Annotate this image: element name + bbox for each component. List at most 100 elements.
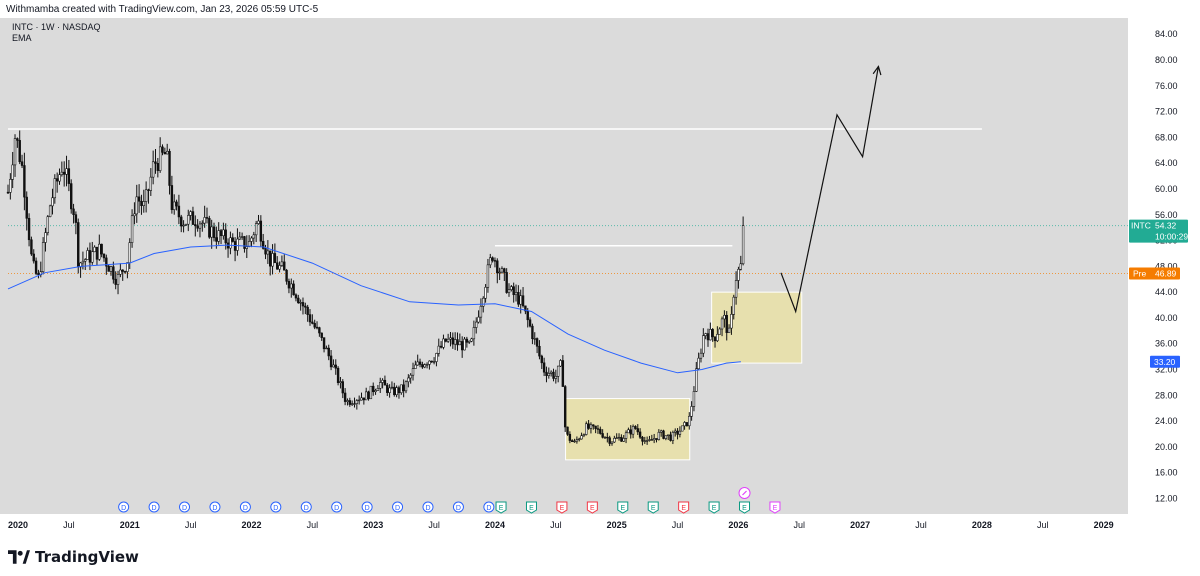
candle-body [578, 438, 581, 441]
tradingview-logo[interactable]: TradingView [8, 548, 139, 566]
candle-body [112, 266, 115, 280]
dividend-marker [422, 501, 434, 513]
pre-market-label [1129, 267, 1180, 280]
dividend-marker-label: D [395, 505, 400, 512]
candle-body [175, 201, 178, 207]
candle-body [196, 225, 199, 229]
candle-body [215, 237, 218, 242]
candle-body [180, 216, 183, 227]
dividend-marker [361, 501, 373, 513]
candle-body [540, 355, 543, 364]
candle-body [507, 289, 511, 293]
candle-body [517, 292, 520, 305]
earnings-marker [708, 501, 720, 514]
candle-body [589, 424, 593, 429]
candle-body [285, 269, 288, 282]
earnings-marker-label: E [499, 505, 504, 512]
candle-body [446, 338, 450, 342]
y-tick-label: 48.00 [1155, 261, 1178, 271]
candle-body [545, 371, 548, 376]
dividend-marker-label: D [334, 505, 339, 512]
candle-body [503, 268, 506, 273]
candle-body [643, 440, 646, 442]
earnings-marker [556, 501, 568, 514]
candle-body [133, 213, 136, 217]
dividend-marker-label: D [121, 505, 126, 512]
candle-body [334, 364, 337, 369]
earnings-marker-label: E [651, 505, 656, 512]
candle-body [280, 261, 284, 266]
candle-body [65, 168, 68, 175]
candle-body [732, 296, 735, 315]
dividend-marker-label: D [456, 505, 461, 512]
candle-body [53, 178, 57, 199]
candle-body [552, 371, 555, 379]
candle-body [739, 263, 742, 270]
candle-body [292, 283, 295, 296]
candle-body [634, 426, 637, 429]
candle-body [688, 415, 691, 427]
y-tick-label: 76.00 [1155, 81, 1178, 91]
candle-body [683, 422, 686, 427]
candle-body [667, 434, 670, 436]
candle-body [636, 428, 639, 433]
candle-body [711, 329, 714, 338]
candle-body [264, 248, 267, 255]
ema-price-value: 33.20 [1154, 357, 1176, 367]
candle-body [105, 257, 108, 267]
candle-body [390, 386, 394, 389]
candle-body [182, 224, 185, 227]
candle-body [93, 246, 96, 253]
candle-body [355, 400, 359, 404]
candle-body [692, 391, 696, 407]
candle-body [514, 292, 518, 296]
dividend-marker [148, 501, 160, 513]
earnings-marker [525, 501, 537, 514]
candle-body [610, 441, 614, 444]
candle-body [156, 163, 160, 171]
y-tick-label: 36.00 [1155, 339, 1178, 349]
y-tick-label: 56.00 [1155, 210, 1178, 220]
last-price-value: 54.32 [1155, 221, 1177, 231]
candle-body [395, 387, 398, 396]
candle-body [435, 353, 438, 362]
candle-body [383, 379, 387, 386]
candle-body [697, 357, 700, 370]
candle-body [123, 271, 127, 273]
candle-body [121, 269, 124, 272]
candle-body [676, 430, 679, 435]
candle-body [346, 400, 349, 402]
candle-body [9, 179, 12, 193]
candle-body [624, 432, 628, 439]
candle-body [566, 426, 569, 435]
dividend-marker [452, 501, 464, 513]
candle-body [114, 278, 117, 285]
candle-body [645, 440, 649, 442]
candle-body [320, 332, 323, 338]
candle-body [585, 423, 588, 435]
candle-body [655, 438, 658, 440]
candle-body [313, 323, 316, 328]
candle-body [222, 229, 225, 237]
y-tick-label: 40.00 [1155, 313, 1178, 323]
candle-body [482, 297, 485, 307]
candle-body [465, 338, 469, 343]
candle-body [252, 234, 256, 239]
candle-body [538, 345, 541, 357]
projection-path [780, 66, 879, 314]
plot-area [0, 18, 1128, 514]
candle-body [460, 341, 464, 351]
candle-body [212, 226, 216, 238]
candle-body [95, 246, 99, 260]
candle-body [664, 435, 668, 439]
candle-body [16, 138, 19, 141]
candle-body [575, 439, 579, 442]
candle-body [128, 242, 131, 263]
candle-body [119, 269, 122, 275]
candle-body [158, 146, 162, 171]
candle-body [638, 431, 642, 438]
candle-body [556, 365, 560, 377]
dividend-marker-label: D [182, 505, 187, 512]
candle-body [533, 338, 536, 340]
